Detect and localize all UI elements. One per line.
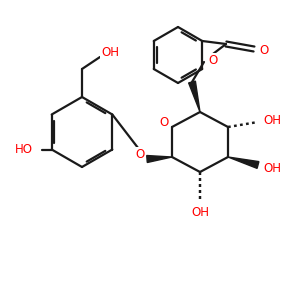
Text: O: O [159, 116, 169, 128]
Polygon shape [147, 155, 172, 163]
Text: HO: HO [15, 143, 33, 156]
Text: OH: OH [191, 206, 209, 218]
Text: OH: OH [263, 113, 281, 127]
Polygon shape [228, 157, 259, 168]
Text: O: O [135, 148, 145, 160]
Text: O: O [260, 44, 268, 58]
Text: OH: OH [263, 161, 281, 175]
Polygon shape [189, 81, 200, 112]
Text: O: O [208, 53, 217, 67]
Text: OH: OH [101, 46, 119, 59]
